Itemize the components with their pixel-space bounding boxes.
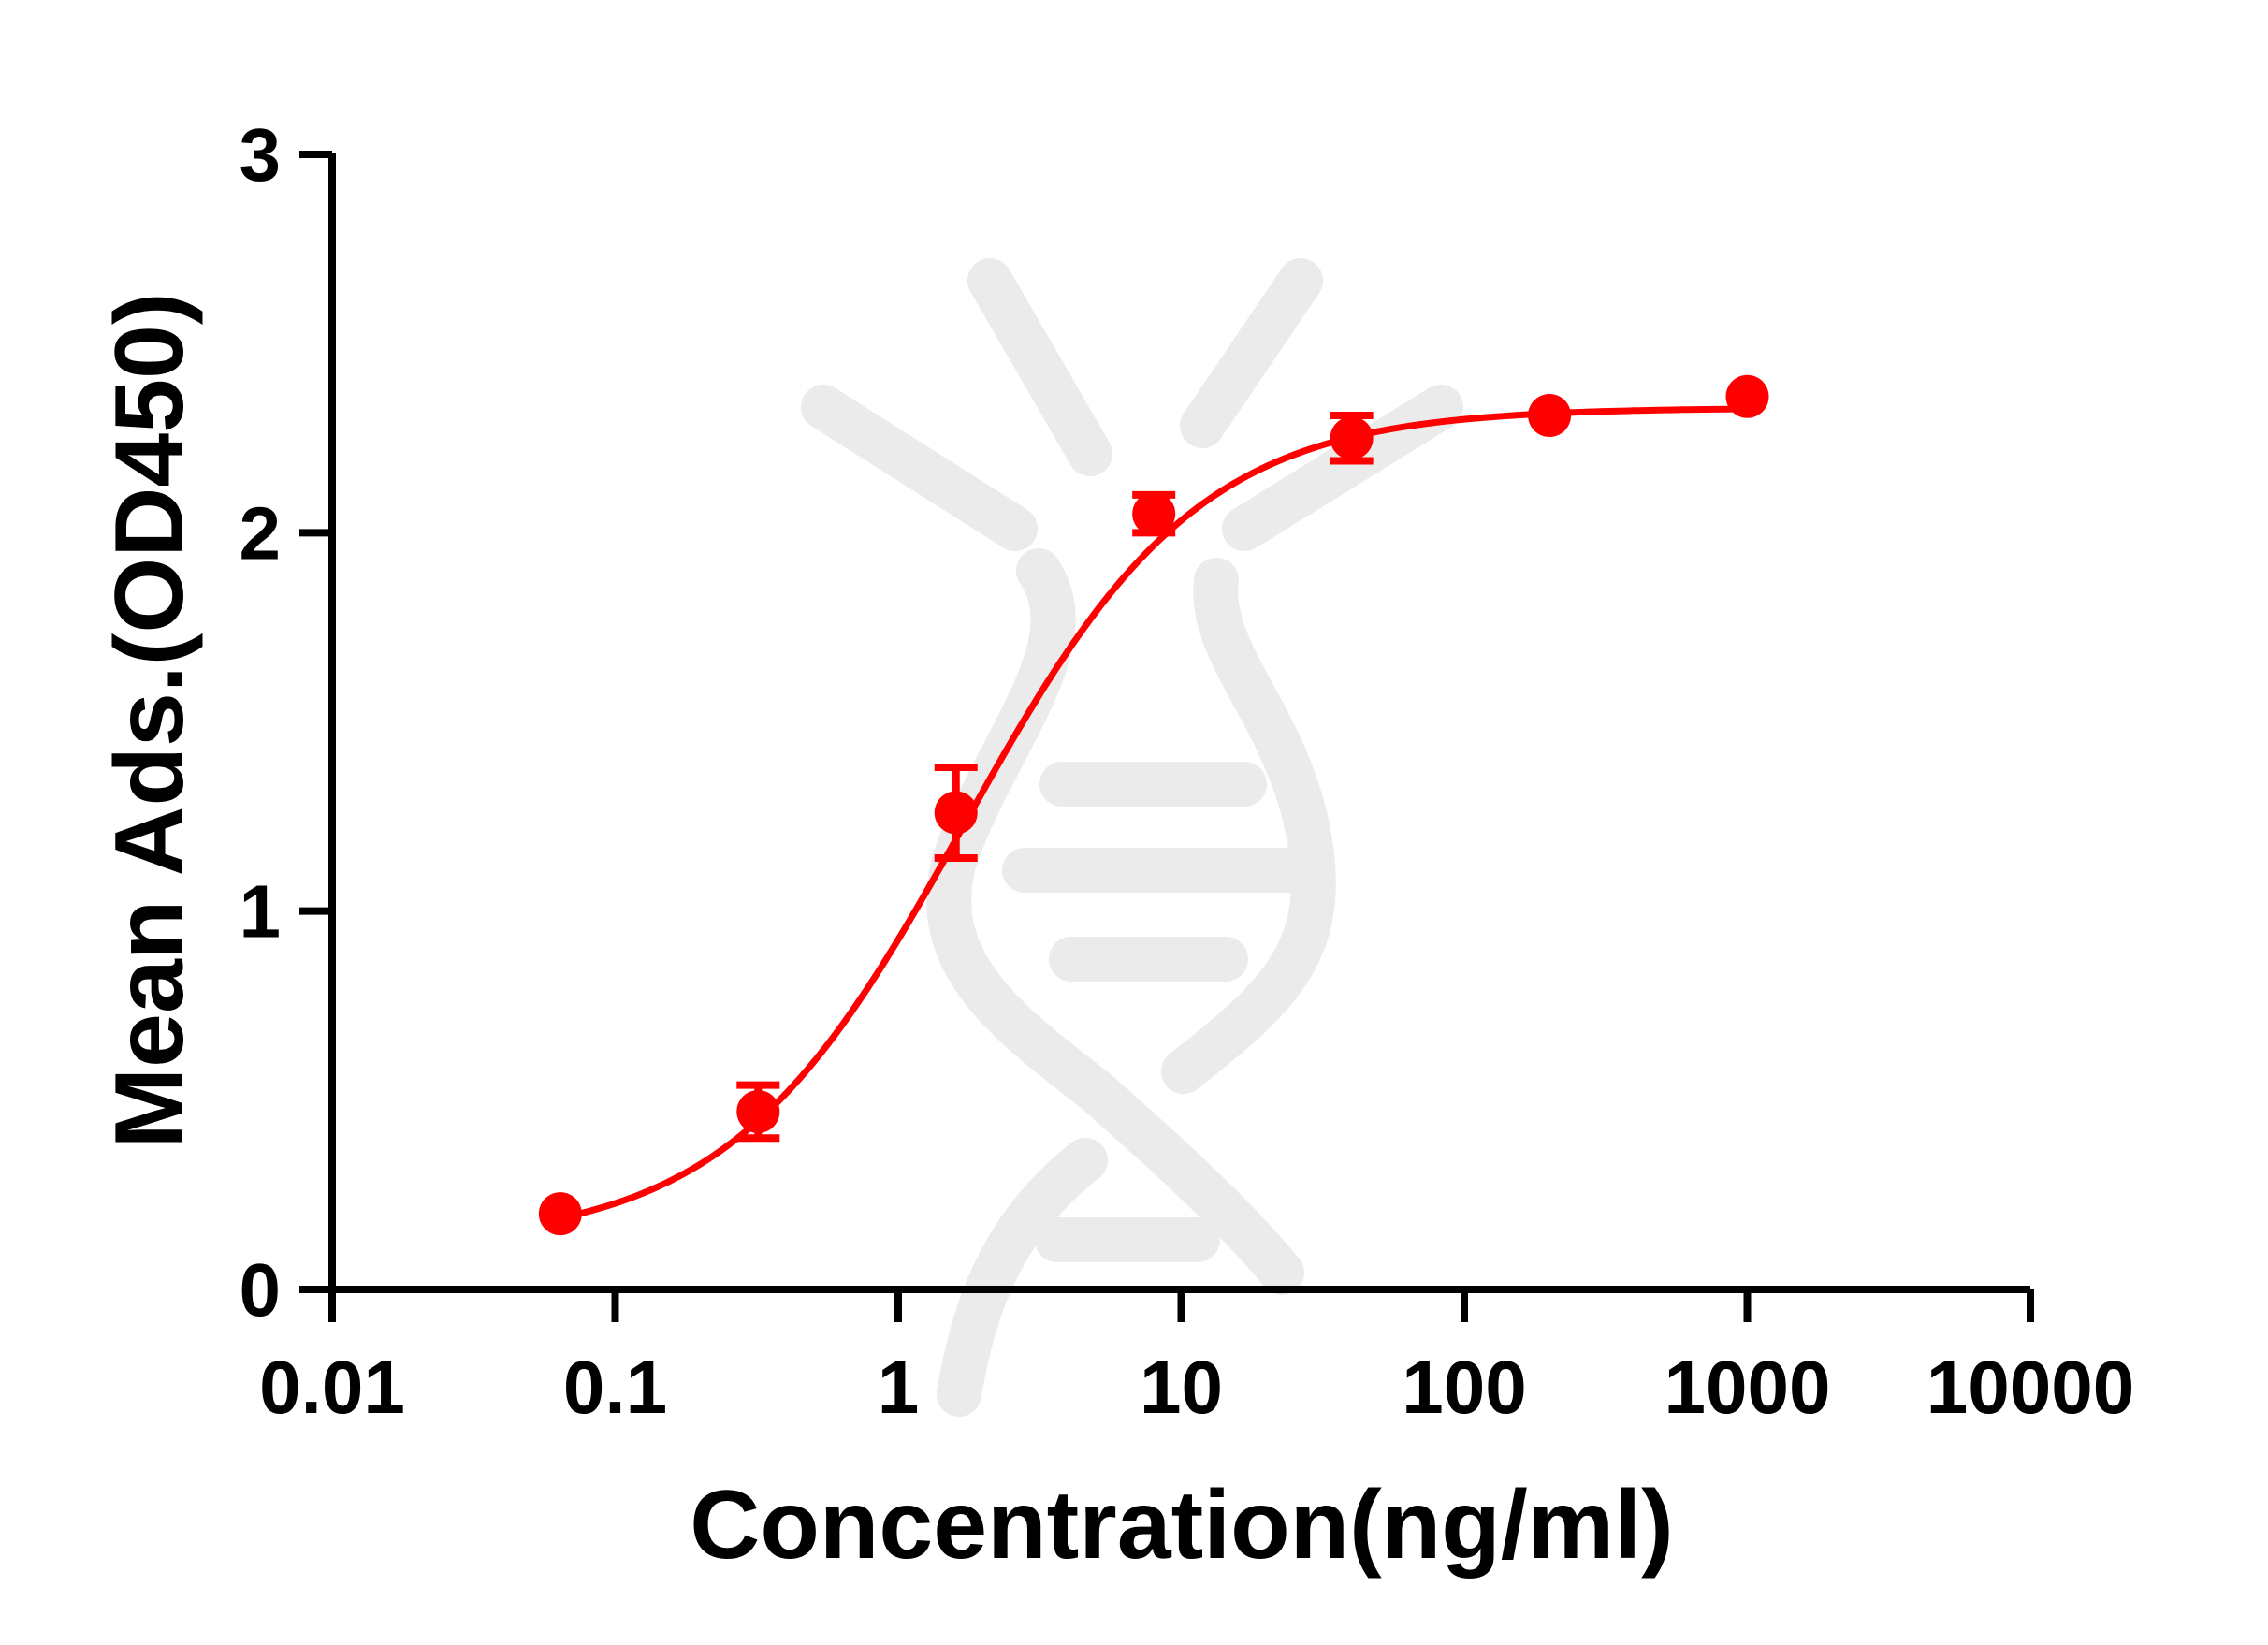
x-tick-label: 10 <box>1140 1346 1223 1429</box>
x-tick-label: 100 <box>1402 1346 1526 1429</box>
y-tick-label: 3 <box>240 113 282 197</box>
x-tick-label: 1 <box>878 1346 920 1429</box>
data-point <box>1330 416 1374 460</box>
y-tick-label: 1 <box>240 870 282 954</box>
y-tick-label: 0 <box>240 1248 282 1332</box>
x-tick-label: 0.01 <box>259 1346 405 1429</box>
data-points <box>538 374 1769 1236</box>
data-point <box>1132 492 1176 536</box>
y-tick-label: 2 <box>240 491 282 575</box>
x-tick-label: 10000 <box>1926 1346 2134 1429</box>
x-tick-label: 0.1 <box>563 1346 667 1429</box>
x-tick-label: 1000 <box>1665 1346 1831 1429</box>
data-point <box>736 1089 780 1133</box>
y-ticks: 0 1 2 3 <box>240 113 332 1332</box>
y-axis-title: Mean Ads.(OD450) <box>95 292 204 1148</box>
data-point <box>538 1192 582 1236</box>
data-point <box>934 791 978 835</box>
data-point <box>1725 374 1769 418</box>
x-ticks: 0.01 0.1 1 10 100 1000 10000 <box>259 1289 2134 1429</box>
axes <box>328 153 2030 1293</box>
data-point <box>1528 393 1572 437</box>
dna-helix-watermark <box>801 258 1463 1417</box>
x-axis-title: Concentration(ng/ml) <box>690 1471 1673 1579</box>
